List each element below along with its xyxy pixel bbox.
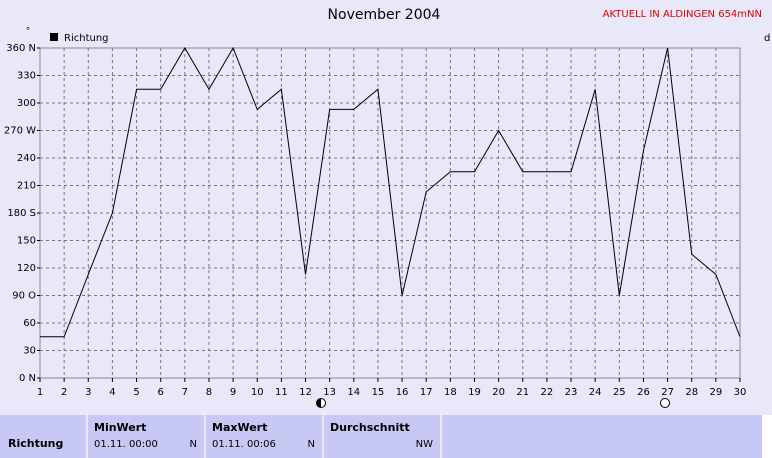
y-tick-label: 180 S	[7, 208, 36, 219]
x-tick-label: 15	[372, 387, 385, 398]
x-tick-label: 7	[182, 387, 188, 398]
y-tick-label: 270 W	[4, 126, 36, 137]
y-tick-label: 60	[23, 318, 36, 329]
x-tick-label: 27	[661, 387, 674, 398]
x-tick-label: 5	[133, 387, 139, 398]
x-tick-label: 22	[541, 387, 554, 398]
stats-header: Durchschnitt	[330, 421, 410, 434]
data-line	[40, 46, 741, 338]
y-tick-label: 150	[17, 236, 36, 247]
chart-subtitle: AKTUELL IN ALDINGEN 654mNN	[603, 9, 762, 20]
stats-time: 01.11. 00:00	[94, 439, 158, 450]
y-tick-label: 360 N	[6, 43, 36, 54]
x-tick-label: 30	[734, 387, 747, 398]
x-tick-label: 18	[444, 387, 457, 398]
y-tick-label: 90 O	[12, 291, 36, 302]
x-tick-label: 20	[492, 387, 505, 398]
x-tick-label: 4	[109, 387, 115, 398]
y-tick-label: 120	[17, 263, 36, 274]
stats-table	[0, 415, 772, 458]
x-tick-label: 24	[589, 387, 602, 398]
chart-title: November 2004	[328, 7, 441, 23]
moon-icons	[316, 398, 670, 408]
legend-swatch	[50, 33, 58, 41]
y-tick-label: 210	[17, 181, 36, 192]
legend-label: Richtung	[64, 33, 109, 44]
stats-row-label: Richtung	[8, 437, 63, 450]
x-tick-label: 17	[420, 387, 433, 398]
x-tick-label: 16	[396, 387, 409, 398]
x-tick-label: 21	[516, 387, 529, 398]
x-tick-label: 3	[85, 387, 91, 398]
stats-value: N	[190, 439, 197, 450]
x-tick-label: 13	[323, 387, 336, 398]
x-tick-label: 6	[158, 387, 164, 398]
y-unit: °	[26, 27, 31, 37]
stats-header: MaxWert	[212, 421, 267, 434]
x-tick-label: 2	[61, 387, 67, 398]
x-tick-label: 28	[685, 387, 698, 398]
y-tick-label: 30	[23, 346, 36, 357]
y-tick-label: 0 N	[19, 373, 36, 384]
x-tick-label: 11	[275, 387, 288, 398]
x-tick-label: 14	[347, 387, 360, 398]
y-tick-label: 300	[17, 98, 36, 109]
x-tick-label: 19	[468, 387, 481, 398]
x-tick-label: 8	[206, 387, 212, 398]
x-tick-label: 10	[251, 387, 264, 398]
x-tick-label: 1	[37, 387, 43, 398]
y-tick-label: 240	[17, 153, 36, 164]
stats-value: NW	[416, 439, 433, 450]
x-tick-label: 9	[230, 387, 236, 398]
x-tick-label: 25	[613, 387, 626, 398]
x-tick-label: 29	[709, 387, 722, 398]
x-tick-label: 12	[299, 387, 312, 398]
y-tick-label: 330	[17, 71, 36, 82]
stats-value: N	[308, 439, 315, 450]
x-tick-label: 23	[565, 387, 578, 398]
stats-header: MinWert	[94, 421, 146, 434]
stats-time: 01.11. 00:06	[212, 439, 276, 450]
x-tick-label: 26	[637, 387, 650, 398]
y2-unit: d	[764, 33, 770, 44]
